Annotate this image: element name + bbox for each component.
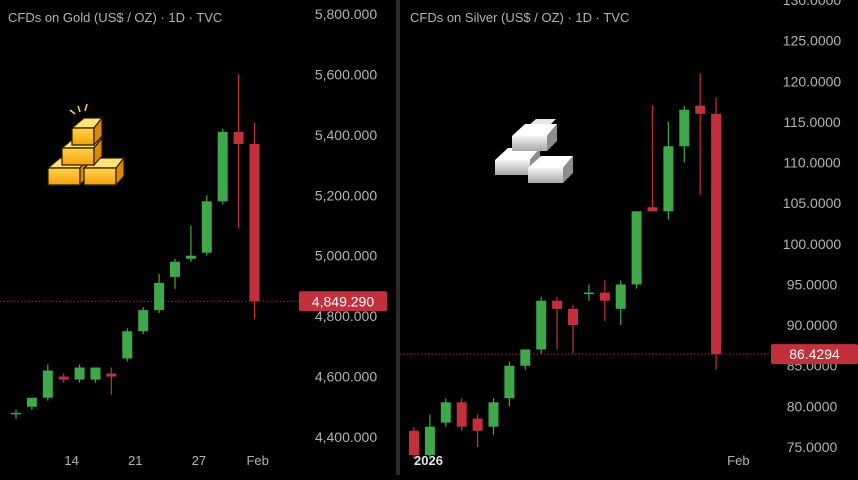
gold-y-tick-label: 4,400.000: [315, 429, 377, 445]
gold-last-price-tag: [299, 291, 387, 312]
silver-bars-icon: [495, 119, 573, 183]
gold-x-tick-label: 21: [128, 453, 142, 468]
gold-y-tick-label: 5,800.000: [315, 6, 377, 22]
gold-candle-body: [233, 131, 244, 144]
gold-candlestick-chart: 5,800.000 5,600.000 5,400.000 5,200.000 5,00…: [0, 6, 387, 468]
silver-chart-title: CFDs on Silver (US$ / OZ) · 1D · TVC: [410, 10, 629, 25]
gold-y-tick-label: 5,200.000: [315, 187, 377, 203]
silver-y-tick-label: 75.0000: [787, 439, 838, 455]
silver-candle-body: [615, 284, 626, 309]
gold-y-tick-label: 5,000.000: [315, 248, 377, 264]
gold-x-tick-label: 14: [64, 453, 78, 468]
gold-y-tick-label: 5,600.000: [315, 66, 377, 82]
silver-y-tick-label: 125.0000: [783, 33, 842, 49]
gold-candle-body: [74, 367, 85, 380]
silver-candle-body: [552, 300, 563, 309]
gold-candle-body: [90, 367, 101, 380]
pane-divider: [396, 0, 400, 475]
silver-y-tick-label: 100.0000: [783, 236, 842, 252]
gold-y-tick-label: 4,800.000: [315, 308, 377, 324]
silver-candle-body: [583, 292, 594, 295]
gold-candle-body: [217, 131, 228, 202]
silver-candle-body: [488, 402, 499, 427]
silver-candlestick-chart: 130.0000 125.0000 120.0000 115.0000 110.0000…: [400, 0, 858, 468]
silver-last-price-label: 86.4294: [789, 346, 840, 362]
silver-candle-body: [440, 402, 451, 423]
gold-candle-body: [42, 370, 53, 398]
silver-y-tick-label: 105.0000: [783, 195, 842, 211]
gold-chart-title: CFDs on Gold (US$ / OZ) · 1D · TVC: [8, 10, 222, 25]
gold-y-tick-label: 4,600.000: [315, 369, 377, 385]
silver-y-tick-label: 130.0000: [783, 0, 842, 8]
silver-candle-body: [711, 113, 722, 355]
gold-y-tick-label: 5,400.000: [315, 127, 377, 143]
silver-candle-body: [647, 207, 658, 212]
gold-candle-body: [185, 255, 196, 259]
silver-candle-body: [504, 365, 515, 399]
silver-candle-body: [599, 292, 610, 301]
gold-candle-body: [26, 397, 37, 407]
gold-last-price-label: 4,849.290: [312, 293, 374, 309]
silver-candle-body: [472, 418, 483, 431]
silver-last-price-tag: [771, 344, 858, 365]
gold-candle-body: [58, 376, 69, 380]
silver-candle-body: [409, 430, 419, 456]
silver-candle-body: [424, 426, 435, 456]
silver-y-tick-label: 90.0000: [787, 317, 838, 333]
gold-candle-body: [138, 310, 149, 332]
silver-candle-body: [456, 402, 467, 427]
silver-y-tick-label: 115.0000: [783, 114, 841, 130]
silver-candle-body: [568, 308, 578, 326]
gold-candle-body: [106, 373, 117, 377]
gold-candle-body: [154, 282, 165, 311]
silver-y-tick-label: 95.0000: [787, 276, 838, 292]
gold-candle-body: [122, 331, 133, 359]
silver-candle-body: [631, 211, 642, 285]
gold-bars-icon: [46, 103, 126, 187]
gold-candle-body: [11, 412, 21, 415]
gold-candle-body: [201, 201, 212, 253]
gold-x-tick-label: Feb: [246, 453, 268, 468]
silver-y-tick-label: 120.0000: [783, 73, 842, 89]
silver-candle-body: [695, 105, 706, 114]
gold-x-tick-label: 27: [192, 453, 206, 468]
silver-x-tick-label: 2026: [414, 453, 443, 468]
silver-candle-body: [679, 109, 690, 147]
gold-candle-body: [249, 143, 260, 302]
silver-candle-body: [520, 349, 531, 366]
silver-candle-body: [663, 146, 674, 212]
silver-y-tick-label: 110.0000: [783, 155, 841, 171]
silver-y-tick-label: 80.0000: [787, 398, 838, 414]
silver-x-tick-label: Feb: [727, 453, 749, 468]
gold-candle-body: [170, 261, 180, 277]
silver-candle-body: [536, 300, 547, 350]
